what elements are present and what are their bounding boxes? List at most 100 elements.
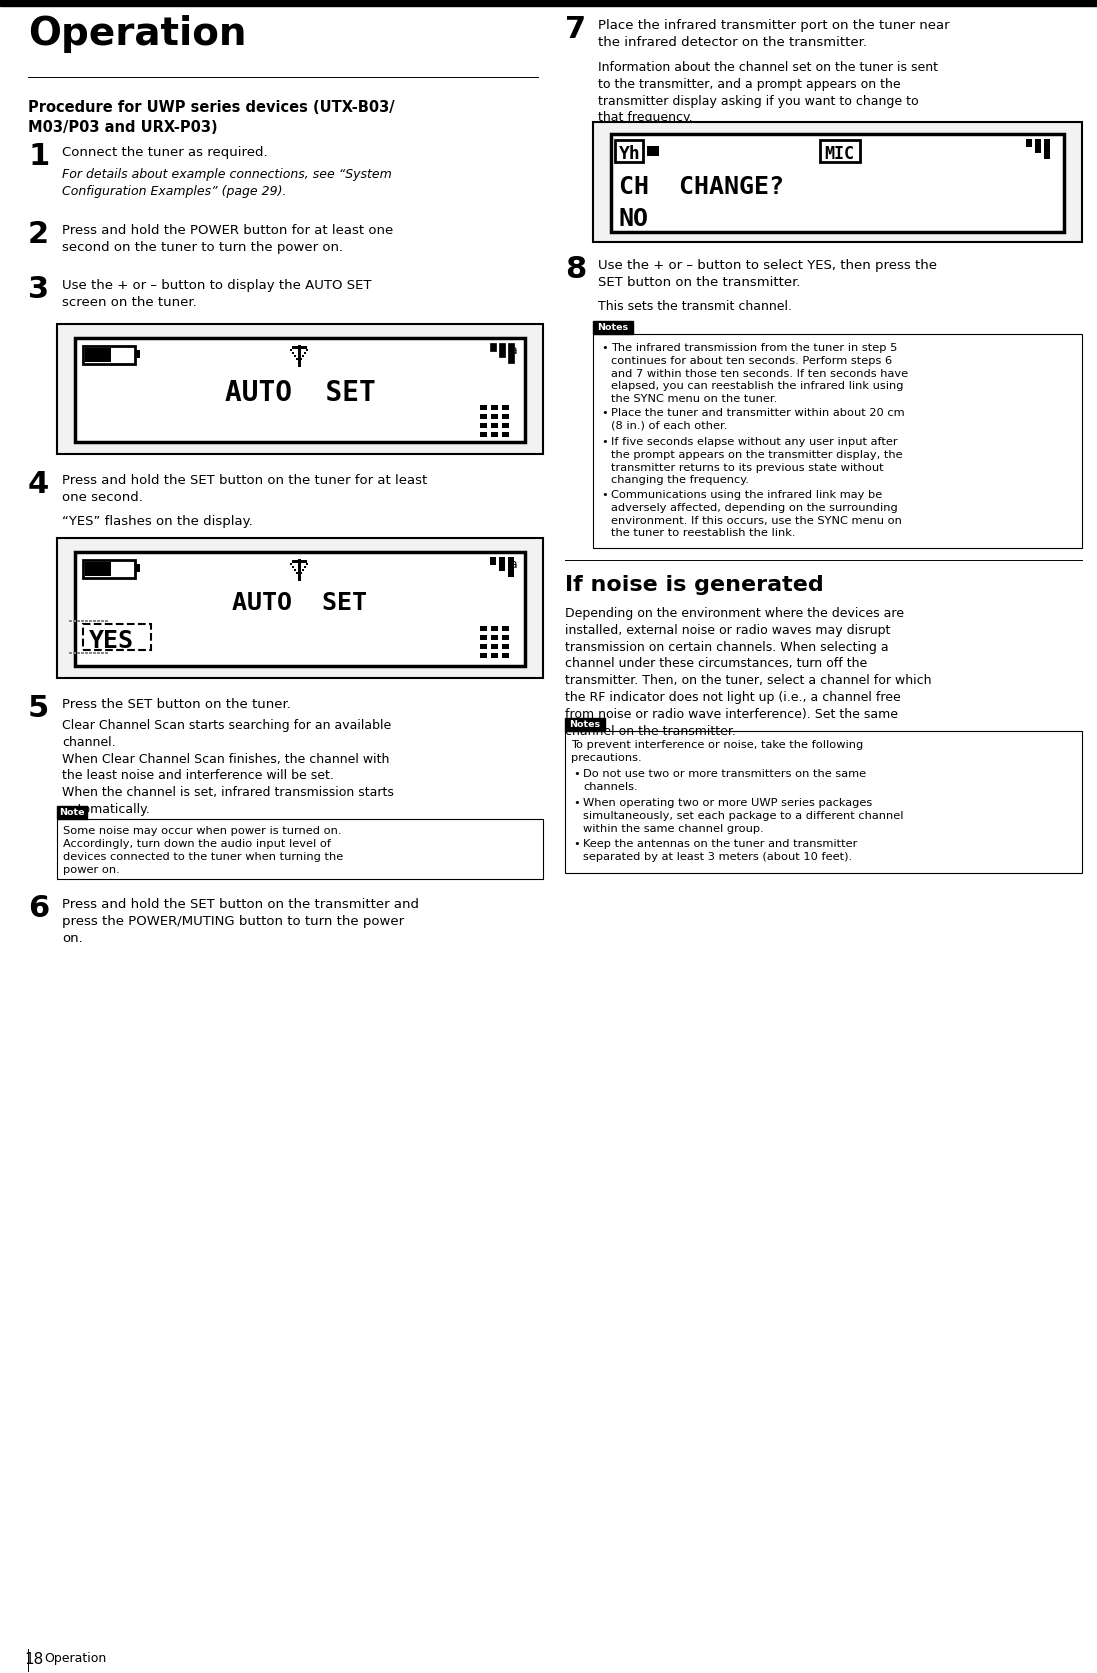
Text: For details about example connections, see “System
Configuration Examples” (page: For details about example connections, s… (63, 167, 392, 197)
Text: The infrared transmission from the tuner in step 5
continues for about ten secon: The infrared transmission from the tuner… (611, 343, 908, 403)
Bar (480, 423, 487, 428)
Text: Press the SET button on the tuner.: Press the SET button on the tuner. (63, 698, 291, 711)
Bar (491, 636, 498, 641)
Bar (57, 820, 543, 880)
Bar (89, 652, 92, 654)
Bar (1026, 141, 1032, 147)
Bar (57, 325, 543, 455)
Bar (97, 652, 100, 654)
Text: •: • (573, 838, 579, 848)
Bar (502, 636, 509, 641)
Text: Information about the channel set on the tuner is sent
to the transmitter, and a: Information about the channel set on the… (598, 60, 938, 124)
Bar (480, 627, 487, 632)
Text: •: • (601, 490, 608, 500)
Bar (480, 415, 487, 420)
Bar (84, 562, 111, 577)
Bar (491, 423, 498, 428)
Bar (502, 654, 509, 659)
Bar (508, 343, 514, 363)
Bar (302, 570, 304, 572)
Text: Connect the tuner as required.: Connect the tuner as required. (63, 146, 268, 159)
Text: Place the tuner and transmitter within about 20 cm
(8 in.) of each other.: Place the tuner and transmitter within a… (611, 408, 905, 430)
Bar (81, 621, 84, 622)
Bar (306, 350, 308, 351)
Bar (83, 346, 135, 365)
Bar (292, 346, 307, 350)
Text: 18: 18 (24, 1651, 43, 1666)
Bar (1034, 141, 1041, 154)
Bar (480, 654, 487, 659)
Text: •: • (601, 437, 608, 447)
Text: YES: YES (89, 629, 134, 652)
Bar (75, 552, 525, 666)
Text: Press and hold the SET button on the transmitter and
press the POWER/MUTING butt: Press and hold the SET button on the tra… (63, 897, 419, 944)
Text: •: • (573, 798, 579, 808)
Bar (75, 340, 525, 443)
Bar (306, 564, 308, 565)
Text: Procedure for UWP series devices (UTX-B03/
M03/P03 and URX-P03): Procedure for UWP series devices (UTX-B0… (29, 100, 395, 136)
Bar (502, 627, 509, 632)
Text: AUTO  SET: AUTO SET (225, 378, 375, 407)
Bar (93, 621, 97, 622)
Bar (480, 433, 487, 438)
Bar (304, 353, 306, 355)
Text: a: a (509, 343, 517, 356)
Bar (491, 654, 498, 659)
Bar (73, 652, 76, 654)
Bar (480, 636, 487, 641)
Bar (83, 624, 151, 651)
Text: Place the infrared transmitter port on the tuner near
the infrared detector on t: Place the infrared transmitter port on t… (598, 18, 950, 49)
Bar (480, 644, 487, 649)
Bar (593, 321, 633, 335)
Text: Press and hold the POWER button for at least one
second on the tuner to turn the: Press and hold the POWER button for at l… (63, 224, 393, 254)
Bar (502, 415, 509, 420)
Bar (77, 621, 80, 622)
Text: 6: 6 (29, 893, 49, 922)
Text: Note: Note (59, 808, 84, 816)
Bar (73, 621, 76, 622)
Bar (490, 343, 496, 351)
Text: “YES” flashes on the display.: “YES” flashes on the display. (63, 515, 252, 527)
Bar (1044, 141, 1050, 161)
Bar (298, 560, 301, 582)
Text: Operation: Operation (44, 1651, 106, 1665)
Bar (292, 353, 294, 355)
Text: Press and hold the SET button on the tuner for at least
one second.: Press and hold the SET button on the tun… (63, 473, 427, 504)
Text: 5: 5 (29, 694, 49, 723)
Bar (304, 567, 306, 569)
Text: Depending on the environment where the devices are
installed, external noise or : Depending on the environment where the d… (565, 607, 931, 738)
Bar (480, 407, 487, 412)
Bar (84, 652, 88, 654)
Bar (83, 560, 135, 579)
Bar (69, 652, 72, 654)
Bar (296, 572, 298, 574)
Text: 2: 2 (29, 219, 49, 249)
Text: Communications using the infrared link may be
adversely affected, depending on t: Communications using the infrared link m… (611, 490, 902, 539)
Text: Do not use two or more transmitters on the same
channels.: Do not use two or more transmitters on t… (583, 768, 867, 791)
Bar (294, 570, 296, 572)
Bar (299, 572, 302, 574)
Bar (292, 560, 307, 564)
Bar (89, 621, 92, 622)
Text: 8: 8 (565, 254, 586, 284)
Text: Use the + or – button to display the AUTO SET
screen on the tuner.: Use the + or – button to display the AUT… (63, 279, 372, 308)
Text: Some noise may occur when power is turned on.
Accordingly, turn down the audio i: Some noise may occur when power is turne… (63, 825, 343, 875)
Bar (296, 358, 298, 361)
Bar (499, 557, 505, 572)
Bar (93, 652, 97, 654)
Text: 3: 3 (29, 274, 49, 304)
Text: •: • (601, 343, 608, 353)
Bar (77, 652, 80, 654)
Bar (84, 621, 88, 622)
Bar (290, 350, 292, 351)
Bar (491, 644, 498, 649)
Text: 7: 7 (565, 15, 586, 43)
Bar (84, 348, 111, 363)
Bar (491, 433, 498, 438)
Text: AUTO  SET: AUTO SET (233, 591, 367, 614)
Bar (502, 423, 509, 428)
Bar (565, 731, 1082, 873)
Bar (647, 147, 659, 157)
Bar (491, 415, 498, 420)
Bar (105, 621, 108, 622)
